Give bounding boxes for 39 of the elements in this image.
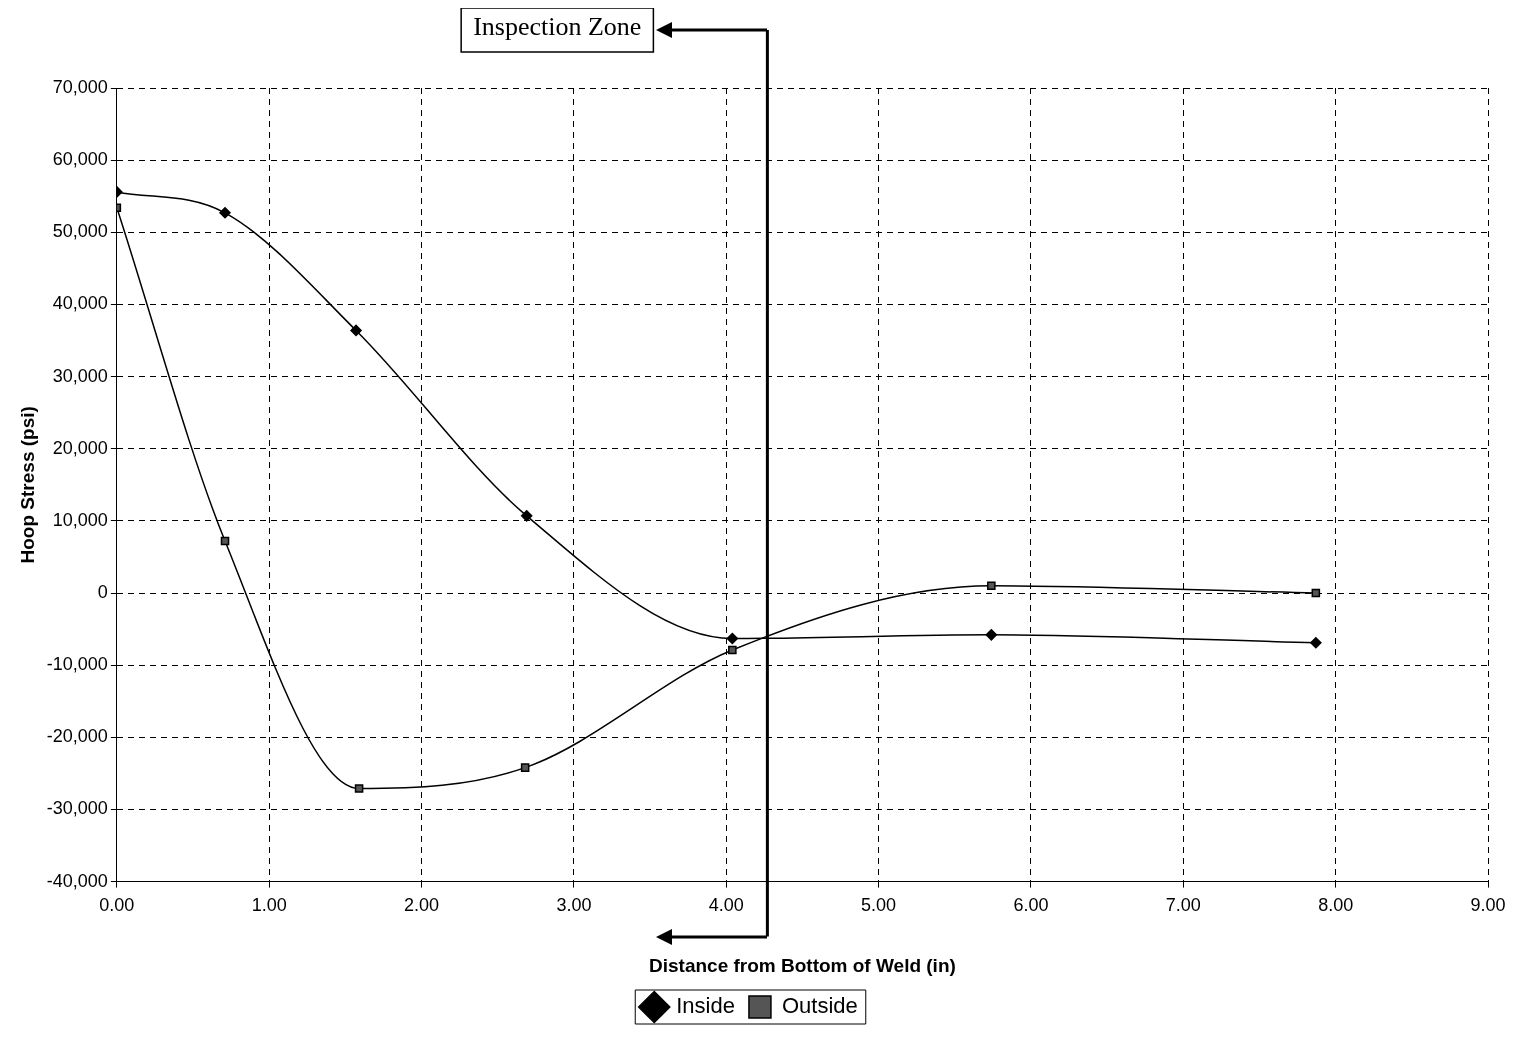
point	[354, 784, 364, 793]
y-tick-label: -40,000	[46, 870, 108, 891]
point	[728, 645, 737, 655]
y-tick-label: -20,000	[46, 726, 108, 747]
x-tick-label: 8.00	[1318, 895, 1354, 916]
point	[520, 510, 533, 522]
point	[985, 629, 998, 641]
point	[1310, 637, 1322, 649]
x-tick-label: 2.00	[404, 895, 440, 916]
y-tick-label: 60,000	[52, 149, 108, 170]
y-tick-label: -10,000	[46, 654, 108, 675]
y-tick-label: 30,000	[52, 365, 108, 386]
point	[987, 581, 996, 591]
point	[350, 324, 362, 337]
legend-label: Outside	[781, 993, 858, 1019]
x-tick-label: 7.00	[1165, 895, 1201, 916]
point	[220, 536, 230, 546]
y-tick-label: 20,000	[52, 437, 108, 458]
point	[726, 632, 739, 645]
y-tick-label: -30,000	[46, 798, 108, 819]
y-tick-label: 0	[97, 581, 108, 602]
point	[520, 763, 530, 772]
y-tick-label: 70,000	[52, 76, 108, 97]
x-tick-label: 1.00	[251, 895, 287, 916]
y-tick-label: 10,000	[52, 509, 108, 530]
y-axis-title: Hoop Stress (psi)	[16, 406, 38, 564]
point	[1311, 588, 1321, 598]
x-tick-label: 5.00	[861, 895, 897, 916]
y-tick-label: 50,000	[52, 221, 108, 242]
ref-line-label: Inspection Zone	[473, 11, 642, 41]
y-tick-label: 40,000	[52, 293, 108, 314]
x-tick-label: 4.00	[708, 895, 744, 916]
legend-label: Inside	[676, 993, 735, 1019]
x-tick-label: 9.00	[1470, 895, 1506, 916]
x-tick-label: 3.00	[556, 895, 592, 916]
point	[219, 207, 231, 219]
x-tick-label: 0.00	[99, 895, 135, 916]
x-tick-label: 6.00	[1013, 895, 1049, 916]
x-axis-title: Distance from Bottom of Weld (in)	[649, 954, 956, 976]
